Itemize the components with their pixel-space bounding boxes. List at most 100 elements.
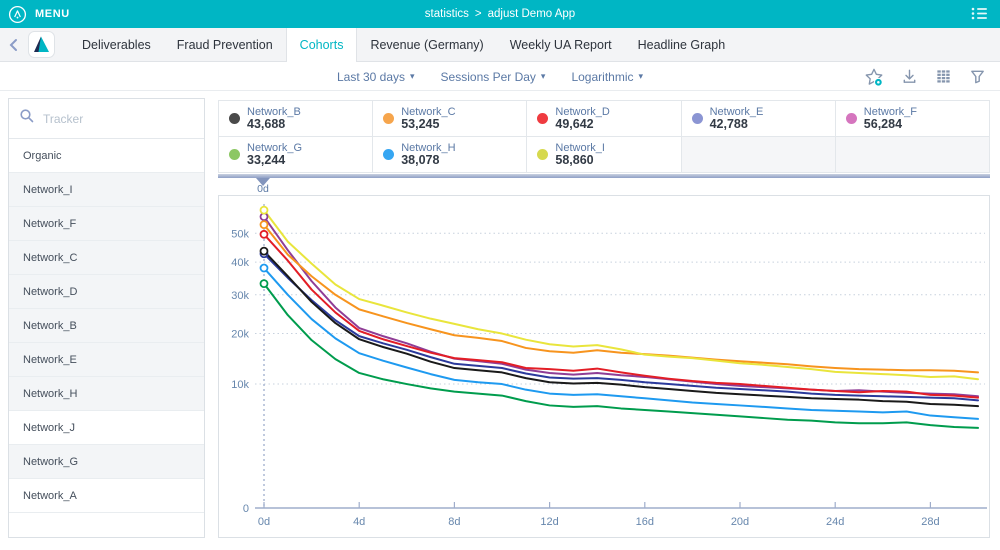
search-icon [19, 108, 35, 129]
legend-dot-icon [845, 113, 857, 124]
dropdown-logarithmic[interactable]: Logarithmic ▾ [571, 70, 643, 84]
list-menu-icon[interactable] [971, 7, 988, 20]
tracker-item-network-g[interactable]: Network_G [9, 445, 204, 479]
legend-cell-network-h[interactable]: Network_H 38,078 [373, 137, 528, 173]
y-axis-tick-label: 50k [231, 228, 249, 240]
legend-series-name: Network_B [247, 106, 301, 118]
tracker-search-input[interactable] [43, 111, 183, 126]
tracker-list: Organic Network_I Network_F Network_C Networ… [9, 139, 204, 513]
chart-toolbar [864, 62, 986, 91]
chevron-down-icon: ▾ [638, 71, 644, 81]
x-axis: 0d 4d 8d 12d 16d 20d 24d 28d 0 [243, 502, 987, 528]
legend-series-value: 53,245 [401, 117, 440, 131]
legend-series-value: 56,284 [863, 117, 903, 131]
legend-series-value: 43,688 [247, 117, 286, 131]
legend-dot-icon [383, 149, 395, 160]
day0-marker-network-d[interactable] [259, 229, 269, 239]
adjust-app-icon[interactable] [28, 31, 55, 58]
tab-weekly-ua-report[interactable]: Weekly UA Report [509, 37, 612, 52]
series-network-d [263, 233, 979, 399]
cohorts-line-chart[interactable]: 50k 40k 30k 20k 10k 0d 4d 8d 12d 16d 20d 24d 28d 0 [219, 196, 989, 537]
legend-series-name: Network_G [247, 142, 303, 154]
table-view-icon[interactable] [935, 68, 952, 85]
tracker-item-network-f[interactable]: Network_F [9, 207, 204, 241]
chart-card: 50k 40k 30k 20k 10k 0d 4d 8d 12d 16d 20d 24d 28d 0 [218, 195, 990, 538]
tracker-item-organic[interactable]: Organic [9, 139, 204, 173]
legend-series-value: 49,642 [555, 117, 594, 131]
day0-marker-network-h[interactable] [259, 263, 269, 273]
legend-cell-network-d[interactable]: Network_D 49,642 [527, 101, 682, 137]
tracker-sidebar: OrganicNetwork_INetwork_FNetwork_CNetwor… [8, 98, 205, 538]
day-slider-label: 0d [257, 183, 269, 195]
day-slider: 0d [218, 172, 990, 195]
dropdown-last-30-days[interactable]: Last 30 days ▾ [337, 70, 415, 84]
day-slider-track[interactable] [218, 174, 990, 178]
top-app-bar: MENU statistics > adjust Demo App [0, 0, 1000, 28]
tab-deliverables[interactable]: Deliverables [82, 37, 151, 52]
legend-series-name: Network_D [555, 106, 610, 118]
tracker-item-network-h[interactable]: Network_H [9, 377, 204, 411]
legend-series-value: 42,788 [709, 117, 748, 131]
y-axis-tick-label: 40k [231, 257, 249, 269]
legend-cell-network-c[interactable]: Network_C 53,245 [373, 101, 528, 137]
day0-marker-network-i[interactable] [259, 205, 269, 215]
tab-fraud-prevention[interactable]: Fraud Prevention [176, 37, 273, 52]
chevron-down-icon: ▾ [540, 71, 546, 81]
cohort-legend: Network_B 43,688 Network_C 53,245 Network_D 4… [218, 100, 990, 173]
series-network-c [263, 223, 979, 374]
legend-cell-network-f[interactable]: Network_F 56,284 [835, 101, 990, 137]
day-slider-handle[interactable] [256, 178, 270, 186]
tab-revenue-germany-[interactable]: Revenue (Germany) [370, 37, 484, 52]
x-axis-tick-label: 0d [258, 516, 270, 528]
y-axis-tick-label: 30k [231, 290, 249, 302]
day0-marker-network-g[interactable] [259, 279, 269, 289]
legend-cell-network-g[interactable]: Network_G 33,244 [219, 137, 374, 173]
legend-cell-network-b[interactable]: Network_B 43,688 [219, 101, 374, 137]
back-chevron-icon[interactable] [0, 28, 26, 61]
download-icon[interactable] [901, 68, 918, 85]
tracker-item-network-e[interactable]: Network_E [9, 343, 204, 377]
grid-lines: 50k 40k 30k 20k 10k [231, 228, 985, 391]
tracker-search-row [9, 99, 204, 139]
adjust-circle-logo-icon[interactable] [8, 5, 27, 24]
legend-dot-icon [537, 149, 549, 160]
tracker-item-network-c[interactable]: Network_C [9, 241, 204, 275]
legend-dot-icon [229, 113, 240, 124]
dropdown-label: Last 30 days [336, 69, 406, 84]
series-network-g [263, 282, 979, 429]
day0-marker-network-c[interactable] [259, 220, 269, 230]
tracker-item-network-b[interactable]: Network_B [9, 309, 204, 343]
filter-funnel-icon[interactable] [969, 68, 986, 85]
legend-series-value: 38,078 [401, 153, 440, 167]
dropdown-label: Logarithmic [571, 69, 634, 84]
day0-marker-network-b[interactable] [259, 246, 269, 256]
legend-dot-icon [691, 113, 703, 124]
tracker-item-network-a[interactable]: Network_A [9, 479, 204, 513]
legend-series-name: Network_I [555, 142, 605, 154]
favorite-star-icon[interactable] [864, 67, 884, 87]
series-network-i [263, 209, 979, 381]
breadcrumb-section[interactable]: statistics [424, 8, 469, 20]
legend-cell-network-e[interactable]: Network_E 42,788 [681, 101, 836, 137]
legend-series-name: Network_F [863, 106, 917, 118]
tab-cohorts[interactable]: Cohorts [285, 28, 358, 62]
tracker-item-network-d[interactable]: Network_D [9, 275, 204, 309]
menu-button[interactable]: MENU [35, 8, 70, 20]
tracker-item-network-i[interactable]: Network_I [9, 173, 204, 207]
dropdown-sessions-per-day[interactable]: Sessions Per Day ▾ [441, 70, 546, 84]
x-axis-tick-label: 8d [448, 516, 460, 528]
x-axis-tick-label: 4d [353, 516, 365, 528]
y-axis-tick-label: 10k [231, 379, 249, 391]
legend-dot-icon [383, 113, 395, 124]
legend-cell-network-i[interactable]: Network_I 58,860 [527, 137, 682, 173]
tracker-item-network-j[interactable]: Network_J [9, 411, 204, 445]
breadcrumb: statistics > adjust Demo App [0, 8, 1000, 20]
tab-headline-graph[interactable]: Headline Graph [637, 37, 726, 52]
tabs-container: Deliverables Fraud Prevention Cohorts Reven… [69, 28, 738, 62]
legend-dot-icon [229, 149, 240, 160]
series-network-f [263, 215, 979, 398]
series-network-h [263, 267, 979, 420]
y-axis-zero-label: 0 [243, 503, 249, 515]
breadcrumb-page[interactable]: adjust Demo App [487, 8, 576, 20]
dropdown-label: Sessions Per Day [440, 69, 536, 84]
